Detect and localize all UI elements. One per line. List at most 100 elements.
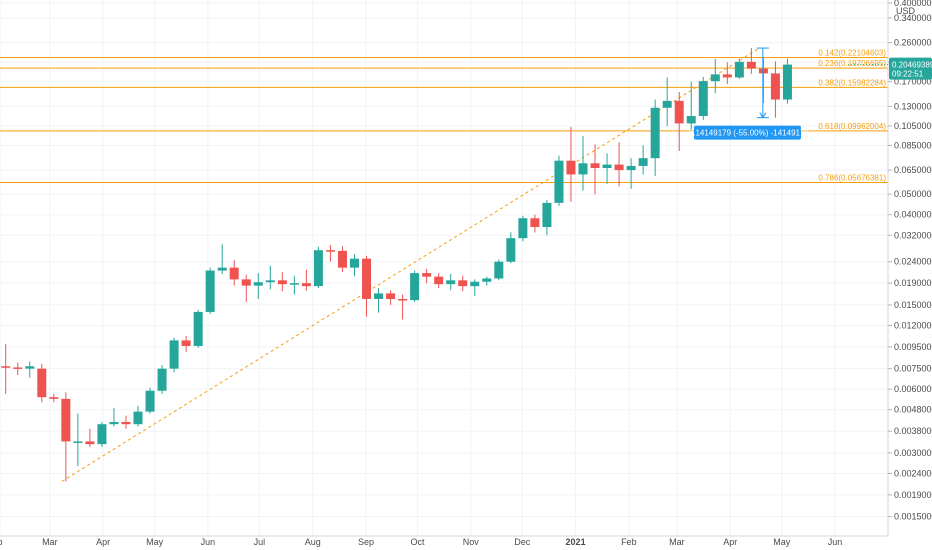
candle-body-down bbox=[590, 163, 600, 168]
measure-tool[interactable]: -0.14149179 (-55.00%) -14149179 bbox=[686, 47, 809, 140]
price-tick-label: 0.00950000 bbox=[894, 342, 932, 352]
measure-label-text: -0.14149179 (-55.00%) -14149179 bbox=[686, 129, 809, 138]
candle-body-down bbox=[614, 164, 624, 171]
candle-body-up bbox=[578, 163, 588, 175]
date-tick-label: Aug bbox=[305, 537, 321, 547]
price-tick-label: 0.00150000 bbox=[894, 512, 932, 522]
candle-body-down bbox=[758, 68, 768, 74]
candle-body-down bbox=[37, 368, 47, 398]
candle-body-down bbox=[49, 397, 59, 399]
price-tick-label: 0.00190000 bbox=[894, 490, 932, 500]
date-tick-label: Nov bbox=[463, 537, 480, 547]
fib-level-label: 0.618(0.09962004) bbox=[818, 122, 886, 131]
price-tick-label: 0.01900000 bbox=[894, 278, 932, 288]
candle-body-up bbox=[470, 281, 480, 287]
date-tick-label: Jun bbox=[201, 537, 216, 547]
price-tick-label: 0.05000000 bbox=[894, 189, 932, 199]
candle-body-up bbox=[602, 164, 612, 168]
candle-body-up bbox=[145, 390, 155, 412]
candle-body-up bbox=[662, 100, 672, 108]
grid bbox=[0, 0, 888, 536]
date-tick-label: Feb bbox=[621, 537, 637, 547]
price-tick-label: 0.17000000 bbox=[894, 77, 932, 87]
price-tick-label: 0.00480000 bbox=[894, 405, 932, 415]
price-tick-label: 0.00600000 bbox=[894, 384, 932, 394]
fib-level-label: 0.382(0.15982284) bbox=[818, 78, 886, 87]
candle-body-up bbox=[542, 202, 552, 228]
price-tick-label: 0.08500000 bbox=[894, 140, 932, 150]
price-tick-label: 0.01200000 bbox=[894, 320, 932, 330]
candle-body-up bbox=[482, 278, 492, 282]
price-tick-label: 0.00380000 bbox=[894, 426, 932, 436]
fib-level-label: 0.142(0.22104603) bbox=[818, 49, 886, 58]
date-tick-label: Apr bbox=[723, 537, 737, 547]
candle-body-down bbox=[241, 279, 251, 286]
date-tick-label: Sep bbox=[358, 537, 374, 547]
candle-body-down bbox=[422, 273, 432, 277]
fib-level-label: 0.236(0.19706695) bbox=[818, 59, 886, 68]
candle-body-up bbox=[109, 421, 119, 425]
candle-body-up bbox=[217, 267, 227, 271]
candle-body-down bbox=[770, 73, 780, 100]
candle-body-down bbox=[181, 340, 191, 346]
price-tick-label: 0.13000000 bbox=[894, 101, 932, 111]
candle-body-down bbox=[301, 283, 311, 287]
candle-body-up bbox=[710, 74, 720, 82]
currency-label: USD bbox=[896, 6, 916, 16]
time-axis[interactable]: b Mar Apr May Jun Jul Aug Sep Oct Nov Dec 2021 Feb Ma… bbox=[0, 537, 842, 547]
trendline-dashed[interactable] bbox=[61, 47, 760, 482]
trendline[interactable] bbox=[61, 47, 760, 482]
candle-body-up bbox=[446, 280, 456, 285]
candle-body-down bbox=[85, 441, 95, 445]
candle-body-down bbox=[121, 421, 131, 425]
candle-body-up bbox=[626, 165, 636, 171]
price-tick-label: 0.01500000 bbox=[894, 300, 932, 310]
candle-body-down bbox=[61, 398, 71, 442]
date-tick-label: Mar bbox=[42, 537, 58, 547]
candle-body-down bbox=[229, 267, 239, 280]
candle-body-up bbox=[638, 158, 648, 166]
date-tick-label: May bbox=[146, 537, 164, 547]
candle-body-up bbox=[518, 218, 528, 239]
price-tick-label: 0.00240000 bbox=[894, 468, 932, 478]
date-tick-label: Jun bbox=[828, 537, 843, 547]
candle-body-up bbox=[253, 282, 263, 286]
last-price-value: 0.20469389 bbox=[892, 61, 932, 70]
price-tick-label: 0.34000000 bbox=[894, 13, 932, 23]
measure-arrow-icon bbox=[759, 112, 767, 119]
candle-body-up bbox=[374, 293, 384, 299]
candle-body-down bbox=[458, 280, 468, 287]
date-tick-label: Dec bbox=[514, 537, 531, 547]
date-tick-label: May bbox=[773, 537, 791, 547]
candle-body-down bbox=[566, 160, 576, 175]
candle-body-up bbox=[506, 238, 516, 262]
date-tick-label: 2021 bbox=[566, 537, 586, 547]
candle-body-up bbox=[25, 366, 35, 369]
fib-level-label: 0.786(0.05676381) bbox=[818, 174, 886, 183]
candle-body-up bbox=[157, 368, 167, 391]
candle-body-up bbox=[494, 261, 504, 279]
date-tick-label: b bbox=[0, 537, 3, 547]
candle-body-up bbox=[313, 250, 323, 287]
date-tick-label: Apr bbox=[96, 537, 110, 547]
price-tick-label: 0.04000000 bbox=[894, 210, 932, 220]
price-tick-label: 0.26000000 bbox=[894, 38, 932, 48]
candle-body-down bbox=[13, 367, 23, 369]
date-tick-label: Jul bbox=[254, 537, 266, 547]
price-tick-label: 0.00300000 bbox=[894, 448, 932, 458]
candle-body-up bbox=[782, 64, 792, 100]
date-tick-label: Mar bbox=[669, 537, 685, 547]
candle-body-down bbox=[1, 366, 11, 368]
price-tick-label: 0.06500000 bbox=[894, 165, 932, 175]
candle-body-up bbox=[686, 116, 696, 124]
candle-body-down bbox=[362, 258, 372, 299]
candle-body-up bbox=[698, 81, 708, 117]
candle-body-up bbox=[289, 283, 299, 285]
candles bbox=[1, 48, 792, 482]
price-tick-label: 0.02400000 bbox=[894, 257, 932, 267]
candle-body-down bbox=[325, 250, 335, 252]
